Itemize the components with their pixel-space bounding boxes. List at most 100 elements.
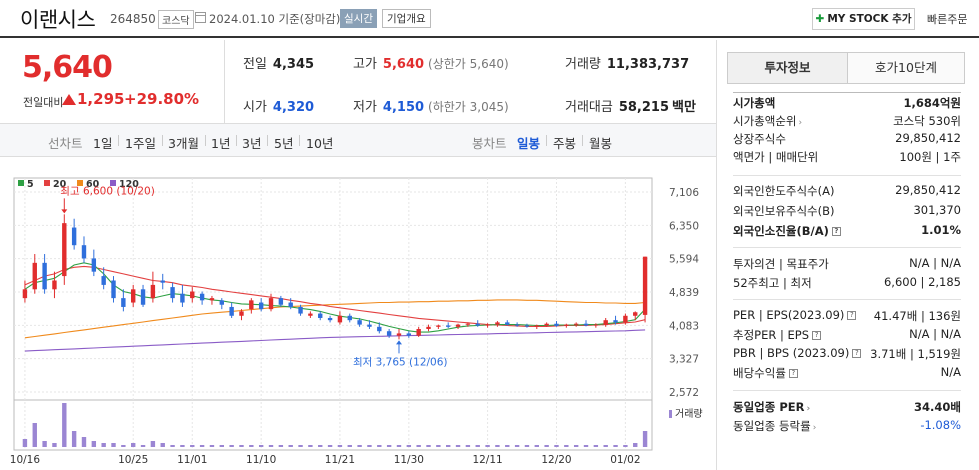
x-tick-label: 11/30 [394, 454, 424, 466]
candle-body [160, 280, 165, 283]
open-price: 시가 4,320 [243, 96, 314, 115]
ma-legend-swatch [110, 180, 116, 186]
candle-body [357, 320, 362, 325]
candle-body [386, 331, 392, 336]
volume-bar [91, 441, 97, 447]
volume-bar [633, 443, 638, 447]
low-annotation: 최저 3,765 (12/06) [353, 356, 448, 368]
row-key: 액면가 | 매매단위 [733, 150, 819, 164]
candle-body [505, 322, 510, 325]
volume-bar [308, 445, 313, 447]
ma-legend-swatch [44, 180, 50, 186]
candle-body [495, 322, 500, 325]
quick-order-button[interactable]: 빠른주문 [927, 13, 968, 26]
volume-bar [406, 445, 412, 447]
candle-monthly[interactable]: 월봉 [589, 136, 613, 151]
divider [205, 135, 206, 146]
volume-bar [121, 445, 126, 447]
volume-bar [642, 431, 648, 447]
listed-shares-row: 상장주식수 29,850,412 [733, 131, 961, 148]
candle-body [455, 324, 461, 327]
chevron-right-icon[interactable]: › [812, 423, 817, 433]
ma-legend-swatch [18, 180, 24, 186]
candle-body [239, 311, 244, 316]
volume-bar [514, 445, 520, 447]
line-chart-label[interactable]: 선차트 [48, 136, 83, 151]
period-10y[interactable]: 10년 [306, 136, 334, 151]
volume-bar [239, 445, 244, 447]
candle-body [603, 320, 608, 325]
row-value: N/A | N/A [909, 327, 961, 341]
row-value: 1,684억원 [903, 96, 961, 110]
candle-body [170, 287, 175, 299]
chart-frame [13, 177, 653, 451]
row-key: 상장주식수 [733, 132, 786, 146]
realtime-badge[interactable]: 실시간 [340, 9, 377, 28]
candle-body [593, 324, 599, 326]
candle-body [416, 329, 421, 336]
row-key: 동일업종 PER [733, 400, 805, 414]
volume-bar [62, 403, 67, 447]
volume-legend-label: 거래량 [675, 408, 703, 420]
candle-weekly[interactable]: 주봉 [553, 136, 577, 151]
volume-bar [268, 445, 274, 447]
row-value: 3.71배 | 1,519원 [870, 347, 961, 361]
period-3m[interactable]: 3개월 [168, 136, 199, 151]
divider [546, 135, 547, 146]
candle-chart-label[interactable]: 봉차트 [472, 136, 507, 151]
period-1d[interactable]: 1일 [93, 136, 113, 151]
volume-bar [337, 445, 343, 447]
y-tick-label: 2,572 [669, 387, 699, 399]
volume-label: 거래량 [565, 57, 601, 72]
volume-bar [367, 445, 372, 447]
help-icon[interactable]: ? [847, 311, 857, 320]
volume-bar [288, 445, 293, 447]
prev-close-value: 4,345 [272, 57, 315, 72]
volume-bar [475, 445, 480, 447]
volume-bar [32, 423, 37, 447]
x-tick-label: 01/02 [610, 454, 640, 466]
divider [733, 247, 961, 248]
help-icon[interactable]: ? [788, 369, 798, 378]
add-mystock-button[interactable]: ✚ MY STOCK 추가 [812, 8, 915, 30]
candle-body [406, 333, 412, 336]
candle-body [396, 333, 402, 336]
period-5y[interactable]: 5년 [274, 136, 294, 151]
price-chart[interactable]: 7,106 6,350 5,594 4,839 4,083 3,327 2,572 10/16… [0, 158, 716, 470]
volume-bar [318, 445, 323, 447]
divider [733, 390, 961, 391]
help-icon[interactable]: ? [852, 349, 862, 358]
chevron-right-icon[interactable]: › [806, 404, 811, 414]
help-icon[interactable]: ? [831, 227, 841, 236]
company-overview-button[interactable]: 기업개요 [382, 9, 431, 28]
candle-body [514, 324, 520, 326]
period-1y[interactable]: 1년 [211, 136, 231, 151]
volume-bar [465, 445, 471, 447]
help-icon[interactable]: ? [812, 331, 822, 340]
chevron-right-icon[interactable]: › [798, 118, 803, 128]
candle-body [121, 298, 126, 307]
volume-bar [229, 445, 234, 447]
candle-body [190, 291, 195, 299]
y-tick-label: 3,327 [669, 354, 699, 366]
row-key: 시가총액순위 [733, 114, 797, 128]
ma20-line [24, 265, 646, 327]
row-value: 34.40배 [914, 400, 961, 414]
ma-legend-label: 60 [86, 179, 100, 190]
y-tick-label: 5,594 [669, 254, 699, 266]
change-value: 1,295 [77, 90, 125, 108]
y-tick-label: 4,083 [669, 320, 699, 332]
volume-bar [613, 445, 618, 447]
sector-per-row: 동일업종 PER › 34.40배 [733, 399, 961, 416]
divider [733, 299, 961, 300]
volume-bar [357, 445, 362, 447]
period-1w[interactable]: 1주일 [125, 136, 156, 151]
row-value: N/A | N/A [909, 256, 961, 270]
row-value: N/A [940, 365, 961, 379]
period-3y[interactable]: 3년 [242, 136, 262, 151]
row-key: 시가총액 [733, 96, 776, 110]
candle-body [465, 323, 471, 325]
candle-daily[interactable]: 일봉 [517, 136, 541, 151]
tab-orderbook[interactable]: 호가10단계 [847, 52, 965, 84]
tab-invest-info[interactable]: 투자정보 [727, 52, 848, 84]
